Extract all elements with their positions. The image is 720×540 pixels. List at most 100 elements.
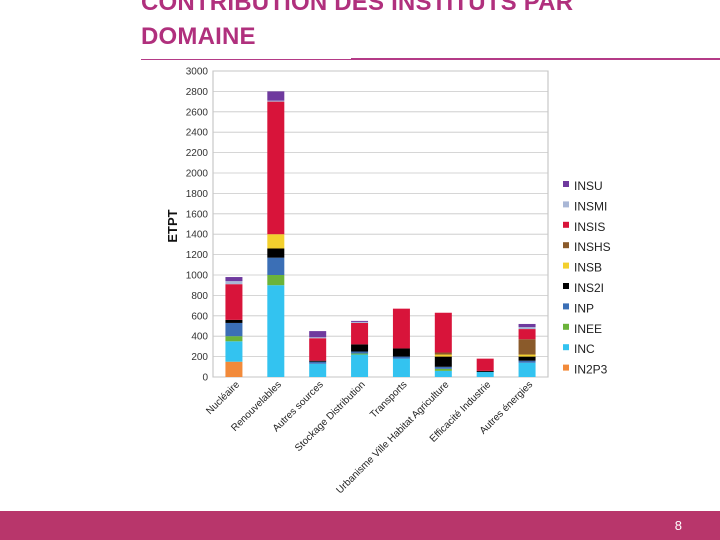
x-tick-label: Transports [368,379,409,420]
legend-swatch [563,221,569,228]
y-tick-label: 400 [191,332,208,343]
title-line-1: CONTRIBUTION DES INSTITUTS PAR [141,0,574,16]
stacked-bar-chart: 0 200 400 600 800 1000 1200 1400 1600 1800 2000 220… [165,67,611,497]
page-number: 8 [674,518,682,533]
legend-label: INC [574,342,595,356]
bar-segment [225,277,243,282]
bar-segment [476,370,494,372]
legend-swatch [563,262,569,269]
bar-segment [225,319,243,323]
y-tick-label: 2200 [186,148,209,159]
y-tick-label: 3000 [186,67,209,78]
legend-swatch [563,364,569,371]
bar-segment [392,308,410,349]
y-tick-label: 1200 [186,250,209,261]
legend-swatch [563,181,569,187]
bar-segment [225,281,243,285]
legend-label: INSB [574,261,602,275]
bar-segment [351,320,369,322]
bar-segment [309,337,327,339]
bar-segment [434,312,452,353]
legend-swatch [563,283,569,289]
bar-segment [518,329,536,340]
bar-segment [434,366,452,369]
bar-segment [267,285,285,377]
bar-segment [309,338,327,361]
y-tick-label: 2000 [186,169,209,180]
bar-segment [267,91,285,101]
title-line-2: DOMAINE [141,23,256,50]
bar-segment [309,363,327,377]
title-underline [141,58,720,60]
y-tick-label: 200 [191,352,208,363]
legend-label: INSU [574,179,603,193]
y-tick-label: 1000 [186,271,209,282]
legend-swatch [563,303,569,310]
legend-swatch [563,344,569,351]
chart-bars [225,91,536,377]
bar-segment [309,360,327,362]
legend-label: INSMI [574,199,607,213]
y-tick-label: 1400 [186,230,209,241]
title-underline-highlight [141,58,351,59]
bar-segment [476,358,494,371]
bar-segment [434,368,452,371]
footer-bar: 8 [0,511,720,540]
bar-segment [351,351,369,354]
chart-gridlines [212,70,549,378]
bar-segment [267,100,285,102]
y-axis-ticks: 0 200 400 600 800 1000 1200 1400 1600 1800 2000 220… [186,67,209,384]
bar-segment [351,354,369,377]
bar-segment [518,362,536,377]
bar-segment [392,358,410,377]
bar-segment [434,354,452,357]
bar-segment [225,341,243,362]
legend-label: INSHS [574,240,611,254]
legend-swatch [563,242,569,249]
bar-segment [518,360,536,363]
bar-segment [434,370,452,377]
legend-label: IN2P3 [574,363,608,377]
chart-legend: INSU INSMI INSIS INSHS INSB INS2I INP INEE INC IN… [563,179,611,377]
bar-segment [434,356,452,367]
bar-segment [225,322,243,337]
bar-segment [225,361,243,377]
bar-segment [434,352,452,355]
bar-segment [267,101,285,235]
y-tick-label: 600 [191,311,208,322]
bar-segment [518,354,536,357]
legend-label: INP [574,301,594,315]
y-tick-label: 0 [202,373,208,384]
y-tick-label: 800 [191,291,208,302]
bar-segment [392,356,410,359]
legend-swatch [563,201,569,208]
bar-segment [518,327,536,330]
slide-title: CONTRIBUTION DES INSTITUTS PAR DOMAINE [141,0,573,54]
bar-segment [351,353,369,355]
legend-swatch [563,323,569,330]
bar-segment [518,339,536,355]
y-axis-label: ETPT [165,209,180,242]
bar-segment [309,361,327,364]
y-tick-label: 2400 [186,128,209,139]
bar-segment [351,321,369,323]
bar-segment [225,284,243,320]
legend-label: INEE [574,322,602,336]
bar-segment [351,344,369,352]
bar-segment [392,348,410,357]
legend-label: INS2I [574,281,604,295]
bar-segment [518,323,536,328]
x-tick-label: Nucléaire [204,379,242,417]
x-tick-label: Stockage Distribution [293,379,368,454]
legend-label: INSIS [574,220,605,234]
y-tick-label: 2600 [186,107,209,118]
bar-segment [267,257,285,275]
bar-segment [267,275,285,286]
bar-segment [225,336,243,342]
bar-segment [476,371,494,377]
bar-segment [351,322,369,345]
bar-segment [309,331,327,338]
y-tick-label: 1600 [186,209,209,220]
y-tick-label: 2800 [186,87,209,98]
